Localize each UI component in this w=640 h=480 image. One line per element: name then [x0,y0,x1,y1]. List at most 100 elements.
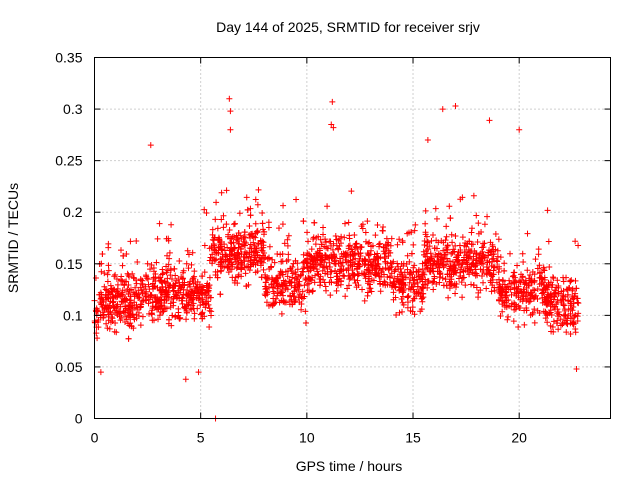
data-point [333,270,340,277]
data-point [452,262,459,269]
data-point [300,251,307,258]
data-point [426,257,433,264]
data-point [435,251,442,258]
data-point [112,320,119,327]
data-point [563,329,570,336]
data-point [259,252,266,259]
data-point [503,304,510,311]
data-point [149,307,156,314]
data-point [134,258,141,265]
data-point [411,311,418,318]
data-point [463,243,470,250]
y-tick-label: 0 [75,411,83,427]
data-point [154,294,161,301]
data-point [215,250,222,257]
data-point [123,251,130,258]
data-point [372,232,379,239]
data-point [120,252,127,259]
data-point [494,258,501,265]
data-point [345,219,352,226]
data-point [229,247,236,254]
data-point [519,250,526,257]
data-point [95,317,102,324]
data-point [265,219,272,226]
data-point [334,282,341,289]
data-point [150,317,157,324]
data-point [496,296,503,303]
data-point [432,262,439,269]
data-point [423,247,430,254]
data-point [102,302,109,309]
data-point [124,286,131,293]
data-point [555,309,562,316]
data-point [219,254,226,261]
data-point [241,264,248,271]
data-point [368,261,375,268]
data-point [228,251,235,258]
data-point [395,279,402,286]
data-point [258,274,265,281]
data-point [547,293,554,300]
data-point [296,282,303,289]
data-point [191,268,198,275]
data-point [183,316,190,323]
data-point [130,274,137,281]
data-point [381,250,388,257]
data-point [341,234,348,241]
data-point [309,258,316,265]
data-point [344,285,351,292]
data-point [466,238,473,245]
data-point [333,242,340,249]
data-point [492,246,499,253]
x-tick-label: 20 [511,430,527,446]
y-tick-label: 0.3 [63,101,83,117]
data-point [524,296,531,303]
data-point [539,275,546,282]
data-point [330,124,337,131]
data-point [101,283,108,290]
data-point [223,221,230,228]
data-point [531,319,538,326]
data-point [486,117,493,124]
data-point [483,285,490,292]
data-point [223,187,230,194]
data-point [121,282,128,289]
data-point [279,251,286,258]
data-point [116,308,123,315]
data-point [113,276,120,283]
data-point [561,307,568,314]
data-point [483,263,490,270]
data-point [404,252,411,259]
data-point [105,240,112,247]
data-point [128,323,135,330]
data-point [294,266,301,273]
data-point [525,275,532,282]
data-point [534,285,541,292]
data-point [458,264,465,271]
data-point [163,269,170,276]
data-point [202,304,209,311]
data-point [302,319,309,326]
data-point [264,275,271,282]
data-point [411,227,418,234]
data-point [401,269,408,276]
data-point [385,266,392,273]
data-point [501,267,508,274]
data-point [439,275,446,282]
data-point [523,307,530,314]
data-point [469,260,476,267]
x-tick-label: 15 [405,430,421,446]
data-point [209,251,216,258]
data-point [404,293,411,300]
data-point [456,242,463,249]
data-point [226,95,233,102]
data-point [388,263,395,270]
data-point [125,306,132,313]
data-point [466,271,473,278]
data-point [262,271,269,278]
data-point [544,319,551,326]
data-point [196,294,203,301]
data-point [132,284,139,291]
data-point [166,249,173,256]
data-point [546,264,553,271]
